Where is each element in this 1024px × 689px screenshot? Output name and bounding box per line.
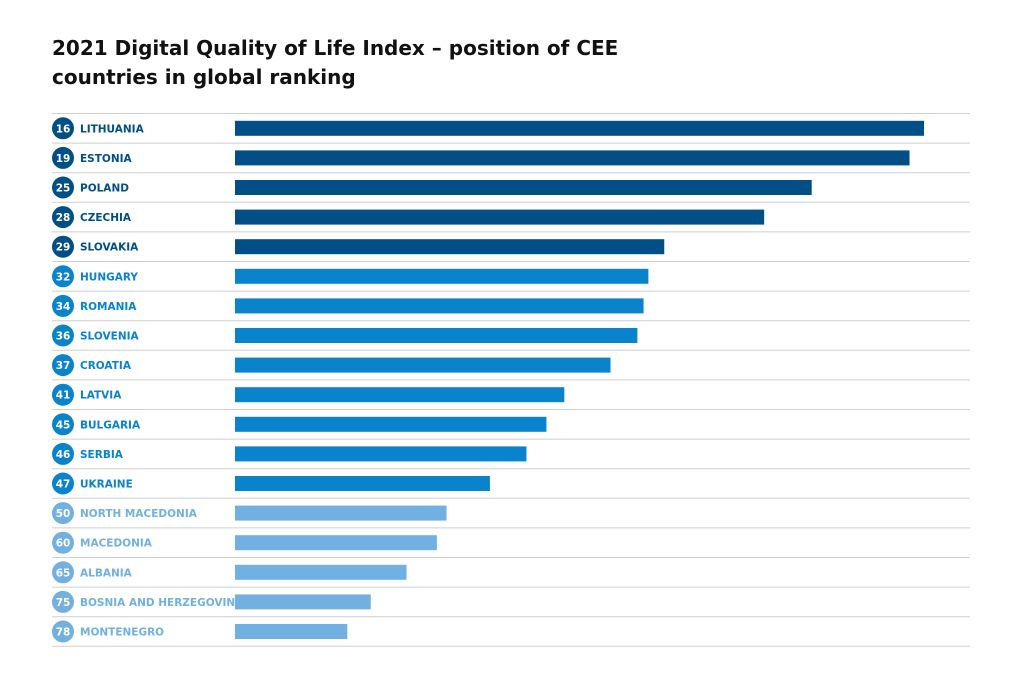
country-label: MONTENEGRO xyxy=(80,627,164,639)
bar xyxy=(235,268,649,284)
rank-number: 34 xyxy=(56,301,71,313)
rank-number: 28 xyxy=(56,212,71,224)
rank-badge xyxy=(52,265,74,288)
country-label: LATVIA xyxy=(80,390,122,402)
bar xyxy=(235,505,447,521)
rank-number: 65 xyxy=(56,567,71,579)
bar xyxy=(235,150,910,166)
rank-badge xyxy=(52,561,74,584)
country-label: UKRAINE xyxy=(80,479,133,491)
rank-badge xyxy=(52,324,74,347)
bar xyxy=(235,446,527,462)
country-label: ESTONIA xyxy=(80,153,133,165)
rank-number: 37 xyxy=(56,360,71,372)
rank-badge xyxy=(52,620,74,643)
country-label: NORTH MACEDONIA xyxy=(80,508,198,520)
bar xyxy=(235,387,565,403)
rank-badge xyxy=(52,117,74,140)
rank-badge xyxy=(52,413,74,436)
country-label: MACEDONIA xyxy=(80,538,153,550)
country-label: SLOVENIA xyxy=(80,331,140,343)
rank-badge xyxy=(52,176,74,199)
bar xyxy=(235,298,644,314)
bar xyxy=(235,120,924,136)
country-label: BULGARIA xyxy=(80,419,141,431)
country-label: SLOVAKIA xyxy=(80,242,139,254)
bar xyxy=(235,209,765,225)
rank-number: 41 xyxy=(56,390,71,402)
bar xyxy=(235,535,437,551)
country-label: CZECHIA xyxy=(80,212,132,224)
rank-badge xyxy=(52,294,74,317)
country-label: BOSNIA AND HERZEGOVINA xyxy=(80,597,244,609)
bar xyxy=(235,416,547,432)
country-label: ALBANIA xyxy=(80,567,133,579)
rank-number: 45 xyxy=(56,419,71,431)
rank-number: 50 xyxy=(56,508,71,520)
rank-number: 78 xyxy=(56,627,71,639)
bar xyxy=(235,624,348,639)
country-label: SERBIA xyxy=(80,449,124,461)
rank-badge xyxy=(52,502,74,525)
rank-number: 29 xyxy=(56,242,71,254)
rank-badge xyxy=(52,590,74,613)
bar xyxy=(235,328,638,343)
rank-badge xyxy=(52,354,74,377)
chart-title: 2021 Digital Quality of Life Index – pos… xyxy=(52,34,812,92)
bar xyxy=(235,357,611,373)
rank-number: 47 xyxy=(56,479,71,491)
rank-number: 19 xyxy=(56,153,71,165)
rank-badge xyxy=(52,472,74,495)
country-label: POLAND xyxy=(80,183,129,195)
rank-badge xyxy=(52,235,74,258)
bar xyxy=(235,564,407,580)
country-label: LITHUANIA xyxy=(80,123,145,135)
rank-badge xyxy=(52,146,74,169)
bar xyxy=(235,180,812,195)
rank-number: 32 xyxy=(56,271,71,283)
rank-number: 75 xyxy=(56,597,71,609)
rank-badge xyxy=(52,442,74,465)
rank-number: 16 xyxy=(56,123,71,135)
country-label: ROMANIA xyxy=(80,301,137,313)
rank-number: 46 xyxy=(56,449,71,461)
country-label: CROATIA xyxy=(80,360,132,372)
rank-badge xyxy=(52,531,74,554)
bar xyxy=(235,476,490,491)
bar xyxy=(235,594,371,610)
chart-title-line-2: countries in global ranking xyxy=(52,65,356,89)
rank-number: 25 xyxy=(56,183,71,195)
chart-title-line-1: 2021 Digital Quality of Life Index – pos… xyxy=(52,36,619,60)
rank-number: 36 xyxy=(56,331,71,343)
rank-badge xyxy=(52,383,74,406)
rank-number: 60 xyxy=(56,538,71,550)
bar xyxy=(235,239,665,255)
rank-badge xyxy=(52,206,74,229)
country-label: HUNGARY xyxy=(80,271,138,283)
